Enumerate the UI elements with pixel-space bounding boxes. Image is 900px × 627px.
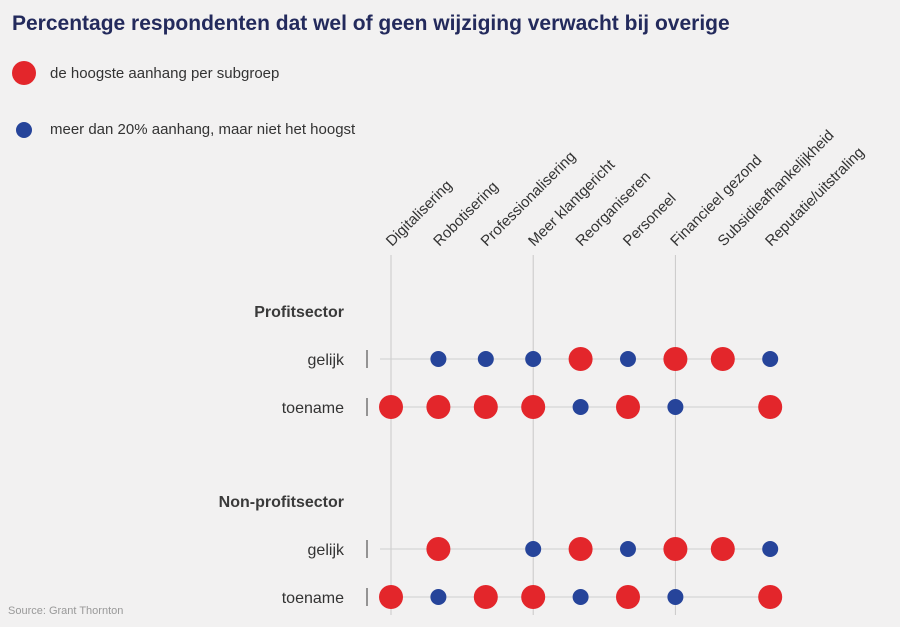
group-title: Non-profitsector [219, 494, 344, 511]
dot-over20 [667, 399, 684, 415]
dot-over20 [525, 541, 542, 557]
dot-highest [663, 347, 688, 371]
source-note: Source: Grant Thornton [8, 605, 124, 617]
dot-highest [473, 585, 498, 609]
dot-highest [426, 537, 451, 561]
row-label: gelijk [308, 352, 345, 369]
dot-highest [663, 537, 688, 561]
dot-highest [758, 585, 783, 609]
dot-highest [521, 585, 546, 609]
dot-highest [758, 395, 783, 419]
chart-title: Percentage respondenten dat wel of geen … [12, 12, 730, 35]
dot-highest [379, 585, 403, 609]
dot-over20 [525, 351, 542, 367]
dot-highest [426, 395, 451, 419]
dot-highest [616, 395, 640, 419]
legend-item-over20: meer dan 20% aanhang, maar niet het hoog… [12, 121, 355, 138]
row-label: toename [282, 400, 344, 417]
legend-dot-red-icon [12, 61, 36, 85]
column-label: Meer klantgericht [525, 156, 619, 250]
dot-highest [710, 347, 735, 371]
legend-item-highest: de hoogste aanhang per subgroep [12, 61, 279, 85]
group-title: Profitsector [254, 304, 344, 321]
dot-over20 [572, 589, 589, 605]
dot-highest [473, 395, 498, 419]
dot-highest [568, 347, 593, 371]
dot-highest [616, 585, 640, 609]
dot-over20 [477, 351, 494, 367]
dot-highest [521, 395, 546, 419]
dot-over20 [762, 541, 779, 557]
row-label: gelijk [308, 542, 345, 559]
dot-highest [379, 395, 403, 419]
dot-over20 [620, 351, 636, 367]
dot-highest [568, 537, 593, 561]
dot-over20 [572, 399, 589, 415]
row-label: toename [282, 590, 344, 607]
dot-over20 [667, 589, 684, 605]
dot-over20 [762, 351, 779, 367]
dot-over20 [620, 541, 636, 557]
legend-label-over20: meer dan 20% aanhang, maar niet het hoog… [50, 121, 356, 138]
legend-label-highest: de hoogste aanhang per subgroep [50, 64, 280, 82]
dot-over20 [430, 351, 447, 367]
dot-highest [710, 537, 735, 561]
legend-dot-blue-icon [16, 121, 32, 138]
dot-over20 [430, 589, 447, 605]
